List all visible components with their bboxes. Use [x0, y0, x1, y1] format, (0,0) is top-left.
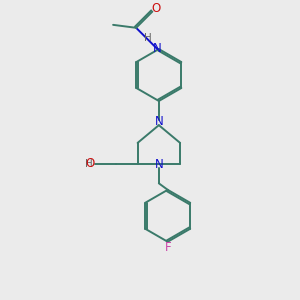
Text: F: F: [165, 241, 172, 254]
Text: N: N: [154, 115, 163, 128]
Text: N: N: [154, 158, 163, 171]
Text: H: H: [144, 33, 152, 43]
Text: H: H: [85, 159, 92, 169]
Text: N: N: [153, 42, 162, 55]
Text: O: O: [86, 157, 95, 170]
Text: O: O: [151, 2, 160, 14]
